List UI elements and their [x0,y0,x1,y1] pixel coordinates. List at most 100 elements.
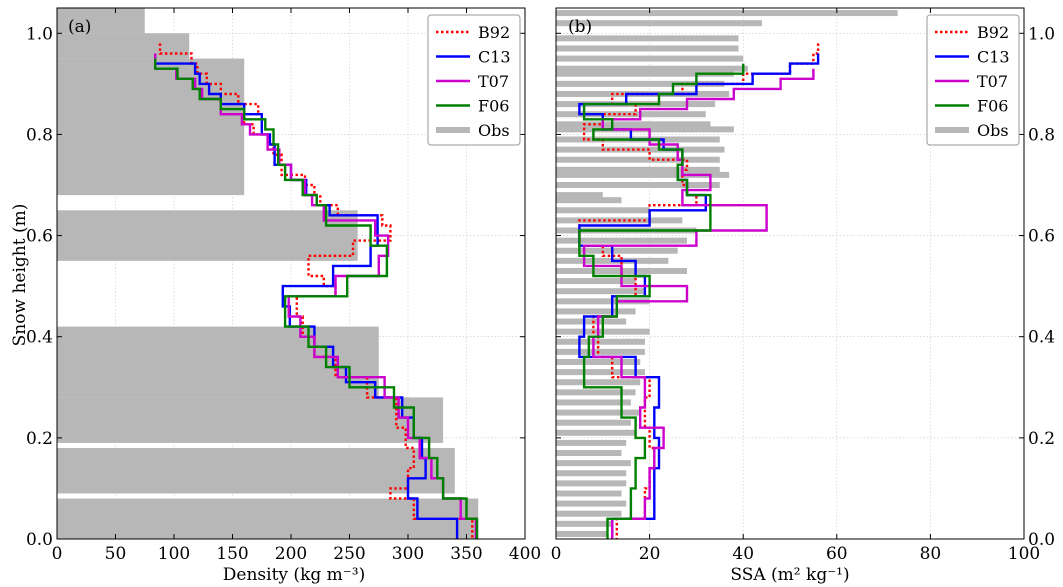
obs-bar [556,121,711,128]
obs-bar [556,298,650,305]
panel-a: 0 50 100 150 200 250 300 350 400 0.0 0.2 0.4 0.6 0.8… [10,7,541,585]
y-tick-label: 1.0 [26,24,53,44]
legend-label-c13: C13 [478,48,511,67]
observations-a [57,8,479,539]
legend-label-f06: F06 [478,97,509,116]
x-tick-label: 300 [392,544,424,564]
obs-bar [57,326,379,398]
x-ticks-a: 0 50 100 150 200 250 300 350 400 [52,8,541,564]
obs-bar [556,207,650,214]
panel-b: 0 20 40 60 80 100 0.0 0.2 0.4 0.6 0.8 1.0 (b) SSA … [551,7,1055,585]
legend-label-obs: Obs [977,121,1009,140]
legend-label-t07: T07 [977,72,1008,91]
legend-box [427,14,521,146]
obs-bar [57,58,245,196]
x-ticks-b: 0 20 40 60 80 100 [551,8,1040,564]
obs-bar [556,419,631,426]
legend-box [926,14,1020,146]
y-axis-label-a: Snow height (m) [10,204,30,347]
x-tick-label: 40 [732,544,754,564]
obs-bar [556,308,636,315]
y-tick-label: 0.2 [1028,429,1055,449]
obs-bar [556,156,720,163]
legend-a: B92 C13 T07 F06 Obs [427,14,521,146]
series-line-c13 [578,53,820,539]
y-tick-label: 0.6 [26,227,53,247]
obs-bar [556,399,631,406]
obs-bar [556,10,898,17]
obs-bar [57,397,444,443]
y-ticks-b: 0.0 0.2 0.4 0.6 0.8 1.0 [556,24,1055,550]
obs-bar [57,498,479,539]
legend-label-obs: Obs [478,121,510,140]
obs-bar [556,470,627,477]
obs-bar [57,210,358,261]
obs-bar [57,8,145,34]
obs-bar [556,70,734,77]
x-tick-label: 100 [158,544,190,564]
obs-bar [556,197,622,204]
obs-bar [556,80,725,87]
obs-bar [556,379,641,386]
y-tick-label: 0.8 [26,125,53,145]
obs-bar [556,65,748,72]
x-tick-label: 0 [551,544,562,564]
legend-label-c13: C13 [977,48,1010,67]
plot-frame-b [555,7,1025,540]
obs-bar [556,182,720,188]
panel-label-a: (a) [68,17,91,37]
obs-bar [556,450,622,457]
obs-bar [556,348,645,355]
obs-bar [556,409,641,416]
obs-bar [556,35,739,42]
obs-bar [556,490,622,497]
y-tick-label: 0.2 [26,429,53,449]
obs-bar [556,111,706,118]
y-tick-label: 0.4 [26,328,53,348]
obs-bar [556,359,641,365]
obs-bar [556,439,627,446]
y-ticks-a: 0.0 0.2 0.4 0.6 0.8 1.0 [26,24,525,550]
y-tick-label: 0.4 [1028,328,1055,348]
obs-bar [556,45,739,52]
obs-bar [556,146,725,153]
obs-bar [556,318,627,325]
obs-bar [556,530,608,537]
x-tick-label: 400 [509,544,541,564]
x-axis-label-b: SSA (m² kg⁻¹) [730,565,849,585]
x-tick-label: 100 [1008,544,1040,564]
series-line-f06 [154,58,479,539]
obs-bar [556,369,645,376]
x-tick-label: 50 [105,544,127,564]
obs-bar [556,500,627,507]
legend-label-b92: B92 [478,23,510,42]
legend-label-f06: F06 [977,97,1008,116]
obs-bar [556,247,678,254]
obs-bar [556,237,688,244]
legend-b: B92 C13 T07 F06 Obs [926,14,1020,146]
obs-bar [556,20,762,27]
obs-bar [556,338,645,345]
y-tick-label: 0.0 [26,530,53,550]
x-tick-label: 60 [826,544,848,564]
panel-label-b: (b) [568,17,592,37]
y-tick-label: 1.0 [1028,24,1055,44]
y-tick-label: 0.6 [1028,227,1055,247]
obs-bar [556,429,636,436]
series-a [154,43,479,539]
obs-bar [556,510,622,517]
obs-bar [556,192,603,199]
x-axis-label-a: Density (kg m⁻³) [223,565,365,585]
y-tick-label: 0.0 [1028,530,1055,550]
obs-bar [556,166,720,173]
y-tick-label: 0.8 [1028,125,1055,145]
obs-bar [556,288,645,295]
obs-bar [556,460,631,467]
x-tick-label: 200 [275,544,307,564]
x-tick-label: 150 [216,544,248,564]
x-tick-label: 350 [450,544,482,564]
legend-label-t07: T07 [478,72,509,91]
obs-bar [556,520,613,527]
series-line-f06 [578,63,745,539]
